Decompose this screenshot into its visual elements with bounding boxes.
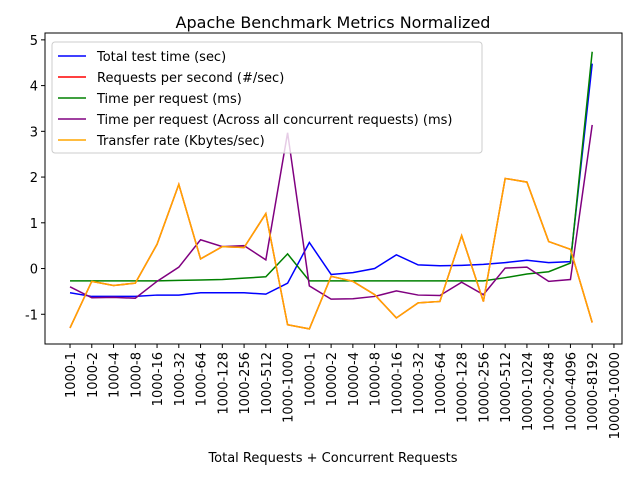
- y-tick-label: 2: [30, 171, 38, 186]
- x-tick-label: 10000-128: [456, 352, 471, 423]
- x-tick-label: 1000-4: [108, 352, 123, 398]
- x-tick-label: 1000-512: [260, 352, 275, 415]
- x-tick-label: 1000-32: [173, 352, 188, 406]
- y-tick-label: 1: [30, 217, 38, 232]
- x-tick-label: 1000-8: [129, 352, 144, 398]
- x-tick-label: 1000-256: [238, 352, 253, 415]
- x-tick-label: 1000-2: [86, 352, 101, 398]
- x-tick-label: 10000-16: [390, 352, 405, 415]
- chart-title: Apache Benchmark Metrics Normalized: [176, 13, 491, 32]
- y-tick-label: 5: [30, 34, 38, 49]
- x-tick-label: 1000-1000: [282, 352, 297, 423]
- legend-box: [51, 41, 483, 154]
- legend: Total test time (sec) Requests per second…: [51, 41, 483, 154]
- x-tick-label: 10000-32: [412, 352, 427, 415]
- x-tick-label: 10000-8192: [586, 352, 601, 431]
- x-tick-label: 10000-4: [347, 352, 362, 406]
- legend-label: Time per request (Across all concurrent …: [96, 113, 452, 128]
- x-tick-label: 10000-8: [369, 352, 384, 406]
- y-tick-label: 4: [30, 80, 38, 95]
- y-tick-label: 0: [30, 263, 38, 278]
- x-tick-label: 10000-64: [434, 352, 449, 415]
- series-line: [69, 63, 593, 298]
- series-line: [69, 177, 593, 330]
- x-tick-label: 1000-1: [64, 352, 79, 398]
- legend-label: Transfer rate (Kbytes/sec): [96, 134, 265, 149]
- x-tick-label: 10000-4096: [564, 352, 579, 431]
- series-line: [69, 124, 593, 300]
- x-tick-label: 10000-10000: [608, 352, 623, 439]
- legend-label: Total test time (sec): [96, 50, 226, 65]
- x-tick-label: 10000-1024: [521, 352, 536, 431]
- y-tick-label: 3: [30, 125, 38, 140]
- x-tick-label: 10000-256: [477, 352, 492, 423]
- plot-frame: [44, 32, 623, 345]
- x-tick-label: 10000-2048: [543, 352, 558, 431]
- x-tick-label: 1000-128: [216, 352, 231, 415]
- legend-label: Time per request (ms): [96, 92, 242, 107]
- x-tick-label: 1000-16: [151, 352, 166, 406]
- x-tick-label: 1000-64: [195, 352, 210, 406]
- series-line: [69, 177, 593, 330]
- x-axis-label: Total Requests + Concurrent Requests: [207, 451, 457, 466]
- y-tick-label: -1: [25, 308, 38, 323]
- x-tick-label: 10000-2: [325, 352, 340, 406]
- x-tick-label: 10000-1: [303, 352, 318, 406]
- x-tick-label: 10000-512: [499, 352, 514, 423]
- legend-label: Requests per second (#/sec): [97, 71, 284, 86]
